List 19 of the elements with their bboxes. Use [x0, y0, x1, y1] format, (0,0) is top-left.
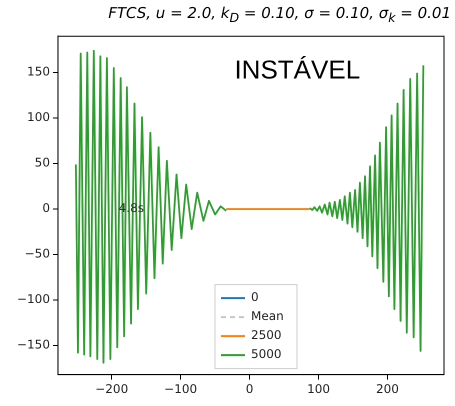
y-tick-label: 150 — [27, 64, 50, 79]
x-tick-label: 200 — [376, 382, 399, 396]
legend-label: 2500 — [250, 328, 282, 342]
y-tick-label: −50 — [24, 246, 50, 261]
chart-title: FTCS, u = 2.0, k$_{D}$ = 0.10, σ = 0.10, σ$_{k}$ = 0.01 — [107, 3, 452, 26]
y-tick-label: 50 — [34, 156, 50, 170]
legend-label: 5000 — [250, 347, 282, 362]
annotation: INSTÁVEL — [234, 54, 360, 84]
y-tick-label: −150 — [16, 338, 50, 352]
y-tick-label: 0 — [42, 201, 50, 216]
y-tick-label: −100 — [16, 292, 50, 306]
x-tick-label: −100 — [164, 382, 198, 396]
legend-label: 0 — [250, 290, 259, 304]
annotation: 4.8s — [118, 201, 144, 216]
y-tick-label: 100 — [27, 110, 50, 124]
x-tick-label: 0 — [246, 382, 254, 396]
x-tick-label: −200 — [95, 382, 128, 396]
legend-label: Mean — [250, 309, 284, 324]
x-tick-label: 100 — [307, 382, 330, 396]
